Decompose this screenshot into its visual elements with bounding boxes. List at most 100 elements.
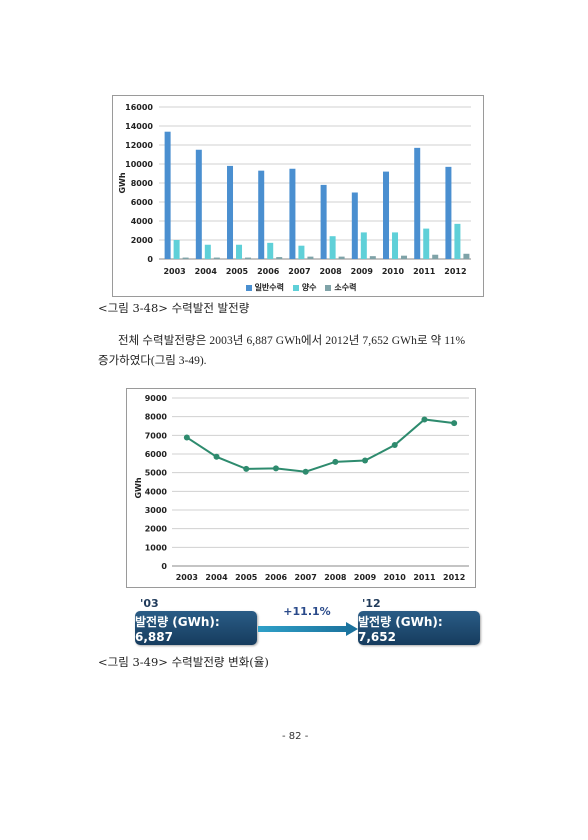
line-point — [421, 416, 428, 423]
bar-mark — [414, 147, 421, 259]
body-paragraph: 전체 수력발전량은 2003년 6,887 GWh에서 2012년 7,652 … — [98, 331, 498, 371]
bar-mark — [245, 257, 252, 259]
line-y-tick-label: 1000 — [145, 543, 168, 552]
end-year-label: '12 — [362, 597, 381, 610]
line-x-tick-label: 2008 — [324, 573, 347, 582]
bar-mark — [423, 228, 430, 259]
bar-y-tick-label: 0 — [147, 255, 153, 264]
bar-mark — [267, 242, 274, 259]
bar-x-tick-label: 2012 — [444, 267, 466, 276]
line-point — [183, 434, 190, 441]
bar-x-tick-label: 2003 — [163, 267, 185, 276]
bar-mark — [320, 184, 327, 259]
bar-x-tick-label: 2011 — [413, 267, 436, 276]
bar-mark — [392, 232, 399, 259]
bar-mark — [307, 256, 314, 259]
legend-label-2: 양수 — [301, 283, 317, 292]
bar-mark — [338, 256, 345, 259]
bar-x-tick-label: 2007 — [288, 267, 310, 276]
line-point — [243, 465, 250, 472]
line-x-tick-label: 2003 — [176, 573, 198, 582]
line-y-tick-label: 4000 — [145, 487, 168, 496]
bar-mark — [432, 254, 439, 259]
line-point — [451, 420, 458, 427]
bar-chart-legend: 일반수력 양수 소수력 — [113, 282, 483, 293]
line-chart-svg: 0 1000 2000 3000 4000 5000 6000 7000 8000 9000 GWh… — [134, 394, 469, 582]
bar-x-tick-label: 2005 — [226, 267, 249, 276]
bar-x-tick-label: 2009 — [351, 267, 374, 276]
bar-mark — [258, 170, 265, 259]
legend-label-1: 일반수력 — [254, 283, 285, 292]
paragraph-line-1: 전체 수력발전량은 2003년 6,887 GWh에서 2012년 7,652 … — [118, 335, 466, 347]
line-point — [391, 442, 398, 449]
line-series — [186, 418, 455, 473]
legend-swatch-2 — [292, 284, 299, 291]
line-chart-hydro-total: 0 1000 2000 3000 4000 5000 6000 7000 8000 9000 GWh… — [126, 388, 476, 588]
bar-chart-hydro: 0 2000 4000 6000 8000 10000 12000 14000 16000 GWh… — [112, 95, 484, 297]
bar-mark — [289, 168, 296, 259]
bar-mark — [360, 232, 367, 259]
line-y-axis-label: GWh — [134, 477, 143, 498]
bar-mark — [329, 236, 336, 259]
bar-mark — [164, 131, 171, 259]
bar-mark — [182, 257, 189, 259]
bar-mark — [445, 166, 452, 259]
bar-y-tick-label: 2000 — [131, 236, 154, 245]
change-arrow-icon — [258, 621, 358, 636]
line-point — [272, 465, 279, 472]
bar-x-tick-label: 2008 — [319, 267, 342, 276]
bar-y-tick-label: 12000 — [125, 141, 153, 150]
line-y-tick-label: 0 — [161, 562, 167, 571]
legend-swatch-1 — [245, 284, 252, 291]
figure-caption-3-49: <그림 3-49> 수력발전량 변화(율) — [98, 655, 269, 669]
bar-mark — [195, 149, 202, 259]
bar-y-tick-label: 4000 — [131, 217, 154, 226]
bar-mark — [236, 244, 243, 259]
bar-mark — [204, 244, 211, 259]
line-y-tick-label: 9000 — [145, 394, 168, 403]
start-year-label: '03 — [140, 597, 159, 610]
bar-y-tick-label: 16000 — [125, 103, 153, 112]
bar-mark — [351, 192, 358, 259]
end-output-box: 발전량 (GWh): 7,652 — [358, 611, 480, 645]
figure-caption-3-48: <그림 3-48> 수력발전 발전량 — [98, 301, 250, 315]
line-y-tick-label: 8000 — [145, 413, 168, 422]
line-x-tick-label: 2005 — [235, 573, 258, 582]
line-x-tick-label: 2010 — [384, 573, 407, 582]
bar-y-axis-label: GWh — [118, 172, 127, 193]
bar-y-tick-label: 6000 — [131, 198, 154, 207]
bar-mark — [369, 256, 376, 259]
bar-x-tick-label: 2010 — [382, 267, 405, 276]
line-point — [213, 453, 220, 460]
bar-chart-svg: 0 2000 4000 6000 8000 10000 12000 14000 16000 GWh… — [118, 103, 471, 276]
bar-mark — [401, 255, 408, 259]
bar-y-tick-label: 14000 — [125, 122, 153, 131]
legend-label-3: 소수력 — [334, 283, 357, 292]
line-y-tick-label: 2000 — [145, 525, 168, 534]
line-y-tick-label: 6000 — [145, 450, 168, 459]
change-rate-label: +11.1% — [283, 605, 331, 618]
line-x-tick-label: 2009 — [354, 573, 377, 582]
bar-mark — [213, 257, 220, 259]
line-y-tick-label: 5000 — [145, 469, 168, 478]
bar-x-tick-label: 2004 — [195, 267, 218, 276]
line-point — [362, 457, 369, 464]
paragraph-line-2: 증가하였다(그림 3-49). — [98, 355, 207, 367]
line-point — [302, 468, 309, 475]
bar-mark — [276, 257, 283, 259]
bar-mark — [454, 223, 461, 259]
bar-mark — [173, 240, 180, 259]
start-output-box: 발전량 (GWh): 6,887 — [135, 611, 257, 645]
page-number: - 82 - — [282, 731, 309, 742]
bar-mark — [383, 171, 390, 259]
line-x-tick-label: 2006 — [265, 573, 288, 582]
line-y-tick-label: 3000 — [145, 506, 168, 515]
line-point — [332, 458, 339, 465]
line-x-tick-label: 2011 — [413, 573, 436, 582]
bar-x-tick-label: 2006 — [257, 267, 280, 276]
line-x-tick-label: 2012 — [443, 573, 465, 582]
bar-y-tick-label: 10000 — [125, 160, 153, 169]
bar-mark — [463, 253, 470, 259]
line-x-tick-label: 2007 — [295, 573, 317, 582]
bar-mark — [298, 245, 305, 259]
